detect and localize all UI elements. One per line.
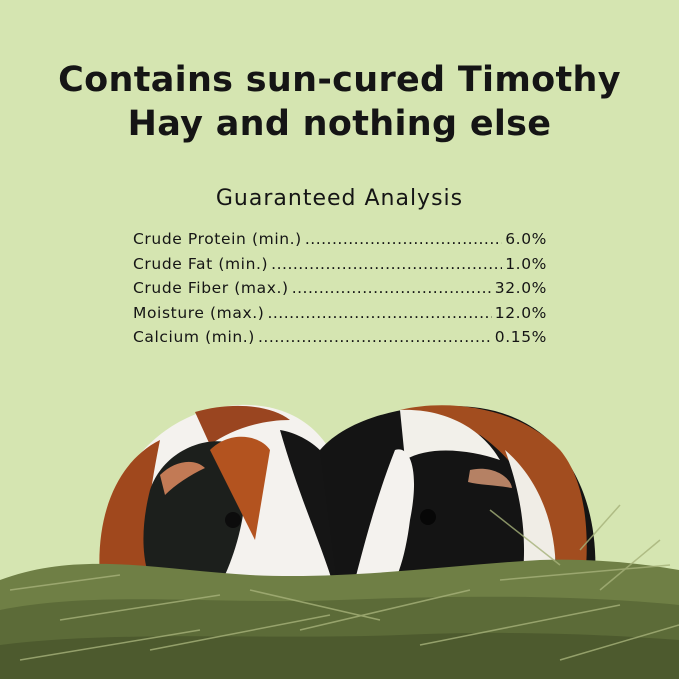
analysis-title: Guaranteed Analysis [215, 186, 464, 211]
row-value: 1.0% [505, 254, 547, 273]
analysis-row: Calcium (min.) 0.15% [133, 328, 547, 353]
analysis-row: Crude Protein (min.) 6.0% [133, 230, 547, 255]
row-value: 12.0% [494, 303, 547, 322]
guinea-pigs-on-hay-photo [0, 404, 679, 679]
headline: Contains sun-cured Timothy Hay and nothi… [0, 58, 679, 146]
row-label: Crude Fat (min.) [133, 254, 269, 273]
analysis-row: Moisture (max.) 12.0% [133, 304, 547, 329]
row-value: 32.0% [494, 279, 547, 297]
row-label: Crude Protein (min.) [133, 230, 302, 248]
headline-line-2: Hay and nothing else [127, 104, 552, 144]
hay-pile [0, 504, 679, 679]
dot-leader [305, 230, 502, 248]
row-label: Moisture (max.) [133, 303, 265, 322]
right-guinea-pig [320, 405, 596, 605]
row-label: Crude Fiber (max.) [133, 279, 289, 297]
analysis-row: Crude Fat (min.) 1.0% [133, 255, 547, 280]
guaranteed-analysis-table: Crude Protein (min.) 6.0% Crude Fat (min.… [133, 230, 547, 353]
analysis-row: Crude Fiber (max.) 32.0% [133, 279, 547, 304]
dot-leader [271, 255, 502, 273]
dot-leader [258, 328, 492, 346]
dot-leader [292, 279, 492, 297]
row-value: 0.15% [494, 328, 547, 346]
dot-leader [267, 304, 491, 322]
row-label: Calcium (min.) [133, 328, 255, 346]
headline-line-1: Contains sun-cured Timothy [58, 60, 621, 100]
row-value: 6.0% [505, 230, 547, 248]
